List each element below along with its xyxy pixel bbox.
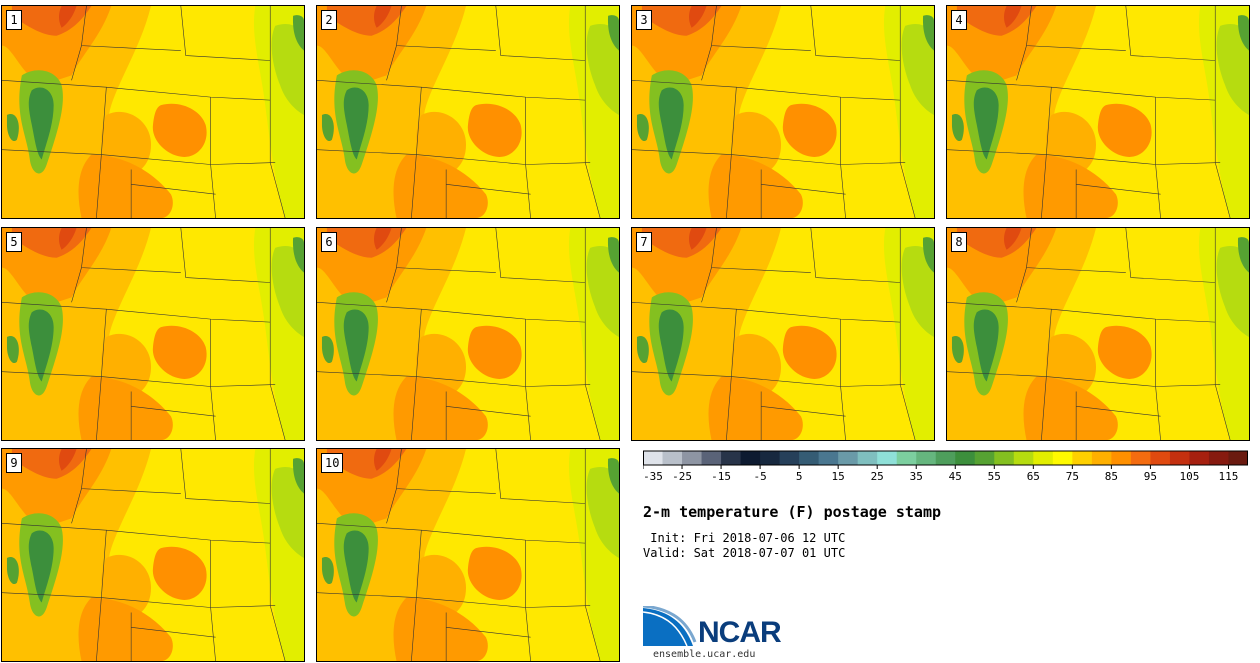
colorbar-tick-label: 95 <box>1144 470 1157 482</box>
panel-number: 1 <box>6 10 22 30</box>
panel-number: 9 <box>6 453 22 473</box>
ncar-logo-icon <box>643 606 697 647</box>
colorbar-tick-label: -15 <box>711 470 731 482</box>
chart-title: 2-m temperature (F) postage stamp <box>643 503 942 521</box>
ensemble-member-panel-5: 5 <box>1 227 305 441</box>
ensemble-member-panel-8: 8 <box>946 227 1250 441</box>
colorbar-segment <box>1228 451 1248 465</box>
colorbar-tick-label: 65 <box>1027 470 1040 482</box>
colorbar-tick-label: 25 <box>871 470 884 482</box>
ensemble-member-panel-9: 9 <box>1 448 305 662</box>
colorbar-tick-label: -25 <box>672 470 692 482</box>
colorbar-segment <box>1052 451 1073 465</box>
panel-number: 4 <box>951 10 967 30</box>
logo-wordmark: NCAR <box>698 616 782 649</box>
colorbar-segment <box>1208 451 1229 465</box>
colorbar-segment <box>1013 451 1034 465</box>
panel-number: 3 <box>636 10 652 30</box>
temperature-map <box>632 6 934 218</box>
colorbar-tick-label: 15 <box>832 470 845 482</box>
colorbar-segment <box>838 451 859 465</box>
colorbar-segment <box>1169 451 1190 465</box>
colorbar-tick-label: 55 <box>988 470 1001 482</box>
ensemble-member-panel-3: 3 <box>631 5 935 219</box>
temperature-map <box>632 228 934 440</box>
colorbar-segment <box>896 451 917 465</box>
ensemble-member-panel-6: 6 <box>316 227 620 441</box>
temperature-map <box>947 228 1249 440</box>
panel-number: 6 <box>321 232 337 252</box>
panel-number: 10 <box>321 453 344 473</box>
temperature-map <box>2 449 304 661</box>
colorbar-segment <box>974 451 995 465</box>
colorbar-tick-label: -5 <box>753 470 766 482</box>
colorbar-segment <box>916 451 937 465</box>
colorbar-segment <box>662 451 683 465</box>
ensemble-member-panel-4: 4 <box>946 5 1250 219</box>
colorbar-segment <box>877 451 898 465</box>
temperature-map <box>317 6 619 218</box>
colorbar-tick-label: 45 <box>949 470 962 482</box>
temperature-map <box>947 6 1249 218</box>
colorbar-segment <box>994 451 1015 465</box>
colorbar-segment <box>701 451 722 465</box>
temperature-map <box>2 6 304 218</box>
colorbar-segment <box>1072 451 1093 465</box>
panel-number: 8 <box>951 232 967 252</box>
ensemble-member-panel-2: 2 <box>316 5 620 219</box>
colorbar-segment <box>1150 451 1171 465</box>
colorbar-segment <box>1091 451 1112 465</box>
colorbar-tick-label: 35 <box>910 470 923 482</box>
colorbar-segment <box>1111 451 1132 465</box>
temperature-colorbar: -35 -25 -15 -5 5 15 25 35 45 55 65 75 85 95 105 115 <box>643 450 1248 482</box>
init-time: Init: Fri 2018-07-06 12 UTC <box>643 531 846 545</box>
temperature-map <box>317 228 619 440</box>
panel-number: 5 <box>6 232 22 252</box>
colorbar-segment <box>1130 451 1151 465</box>
colorbar-segment <box>955 451 976 465</box>
colorbar-segment <box>935 451 956 465</box>
colorbar-segment <box>643 451 664 465</box>
colorbar-segment <box>779 451 800 465</box>
temperature-map <box>317 449 619 661</box>
colorbar-segment <box>721 451 742 465</box>
colorbar-tick-label: 5 <box>796 470 803 482</box>
valid-time: Valid: Sat 2018-07-07 01 UTC <box>643 546 846 560</box>
colorbar-tick-label: 115 <box>1219 470 1239 482</box>
colorbar-segment <box>857 451 878 465</box>
temperature-map <box>2 228 304 440</box>
colorbar-frame <box>643 450 1248 466</box>
colorbar-segment <box>1033 451 1054 465</box>
colorbar-segment <box>1189 451 1210 465</box>
colorbar-tick-label: 105 <box>1180 470 1200 482</box>
colorbar-segment <box>760 451 781 465</box>
colorbar-tick-label: -35 <box>643 470 663 482</box>
panel-number: 7 <box>636 232 652 252</box>
ensemble-member-panel-7: 7 <box>631 227 935 441</box>
colorbar-segment <box>682 451 703 465</box>
ensemble-member-panel-10: 10 <box>316 448 620 662</box>
logo-url: ensemble.ucar.edu <box>653 649 756 660</box>
ensemble-member-panel-1: 1 <box>1 5 305 219</box>
colorbar-tick-label: 75 <box>1066 470 1079 482</box>
panel-number: 2 <box>321 10 337 30</box>
colorbar-tick-label: 85 <box>1105 470 1118 482</box>
colorbar-segment <box>740 451 761 465</box>
colorbar-segment <box>799 451 820 465</box>
colorbar-segment <box>818 451 839 465</box>
